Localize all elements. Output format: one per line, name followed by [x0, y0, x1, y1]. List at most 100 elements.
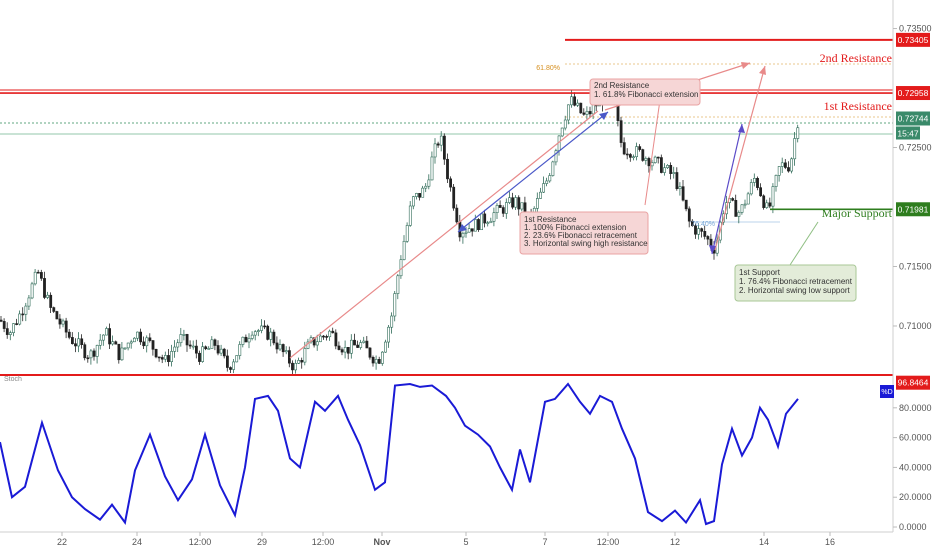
candle-body	[281, 344, 285, 353]
callout-line	[789, 221, 819, 266]
candle-body	[768, 202, 772, 207]
candle-body	[777, 166, 781, 176]
time-axis: 22 24 12:00 29 12:00 Nov 5 7 12:00 12 14 16	[0, 531, 893, 547]
candle-body	[756, 178, 759, 188]
candle-body	[563, 119, 567, 129]
candle-body	[694, 225, 697, 235]
candle-body	[58, 318, 62, 325]
candle-body	[542, 183, 546, 193]
candle-body	[749, 182, 753, 195]
candle-body	[570, 96, 573, 106]
candle-body	[92, 350, 96, 357]
arrowhead	[759, 66, 766, 75]
candle-body	[278, 344, 282, 350]
candle-body	[117, 343, 121, 361]
candle-body	[176, 342, 180, 348]
candle-body	[15, 323, 19, 325]
candle-body	[195, 345, 198, 354]
x-tick-label: 24	[132, 537, 142, 547]
oscillator-name: Stoch	[4, 376, 22, 383]
candle-body	[489, 220, 493, 224]
candle-body	[185, 334, 189, 346]
candle-body	[675, 172, 679, 190]
candle-body	[663, 167, 666, 173]
x-tick-label: 12:00	[312, 537, 335, 547]
candle-body	[421, 187, 425, 198]
x-tick-label: 7	[542, 537, 547, 547]
candle-body	[687, 208, 691, 222]
callout-line	[644, 99, 661, 206]
candle-body	[173, 346, 177, 352]
candle-body	[266, 325, 270, 340]
candle-body	[647, 158, 651, 167]
candle-body	[511, 197, 515, 208]
price-axis: 0.73500 0.72500 0.71500 0.71000 0.73405 0.72…	[880, 0, 932, 532]
candle-body	[635, 146, 639, 158]
candle-body	[52, 307, 56, 312]
candle-body	[334, 332, 338, 347]
candle-body	[734, 200, 738, 217]
candle-body	[783, 162, 787, 168]
candle-body	[498, 205, 502, 208]
candle-body	[697, 228, 701, 235]
candle-body	[340, 349, 344, 353]
candle-body	[653, 156, 657, 163]
price-tag-bg	[896, 202, 930, 217]
candle-body	[24, 305, 28, 315]
fib-extension-arrow	[457, 111, 609, 233]
candle-body	[470, 228, 474, 232]
countdown-label: 15:47	[897, 128, 919, 138]
candle-body	[297, 360, 301, 364]
candle-body	[486, 222, 490, 225]
candle-body	[628, 154, 632, 158]
price-tag-bg	[896, 86, 930, 101]
candle-body	[303, 348, 307, 363]
candle-body	[114, 341, 118, 345]
candle-body	[452, 186, 456, 209]
x-tick-label: 12	[670, 537, 680, 547]
stoch-line	[0, 382, 799, 526]
candle-body	[359, 342, 363, 348]
candle-body	[331, 330, 335, 334]
candle-body	[247, 338, 251, 343]
candle-body	[554, 150, 558, 163]
candle-body	[46, 294, 50, 298]
oscillator-tick-label: 0.0000	[899, 522, 927, 532]
candle-body	[461, 232, 465, 238]
oscillator-max-label: 96.8464	[898, 378, 929, 388]
candle-body	[328, 330, 332, 338]
candle-body	[129, 341, 133, 344]
note-line: 1st Support	[739, 268, 781, 277]
candle-body	[585, 111, 589, 115]
level-lines	[0, 38, 893, 211]
candle-body	[424, 185, 428, 189]
candle-body	[120, 347, 124, 361]
candle-body	[229, 367, 232, 370]
candle-body	[198, 352, 201, 362]
candle-body	[160, 357, 164, 360]
candle-body	[545, 180, 549, 184]
candle-body	[387, 326, 391, 343]
note-box	[734, 264, 857, 302]
candle-body	[560, 127, 564, 137]
price-tick-label: 0.71000	[899, 321, 932, 331]
candle-body	[322, 335, 325, 338]
note-line: 1. 76.4% Fibonacci retracement	[739, 277, 853, 286]
candle-body	[49, 294, 53, 308]
candle-body	[18, 313, 22, 325]
candle-body	[656, 156, 660, 159]
candle-body	[275, 342, 279, 350]
candle-body	[449, 178, 453, 188]
price-tags: 0.73405 0.72958 0.71981 0.72744 15:47 96.8464…	[880, 32, 930, 398]
candle-body	[678, 186, 682, 190]
candle-body	[771, 186, 775, 207]
candle-body	[480, 213, 484, 231]
candle-body	[517, 197, 521, 210]
candle-body	[108, 328, 112, 345]
candle-body	[495, 205, 499, 214]
candle-body	[5, 328, 9, 335]
candle-body	[396, 275, 400, 294]
price-ticks: 0.73500 0.72500 0.71500 0.71000	[893, 24, 932, 331]
candle-body	[55, 311, 59, 320]
candle-body	[762, 195, 766, 208]
